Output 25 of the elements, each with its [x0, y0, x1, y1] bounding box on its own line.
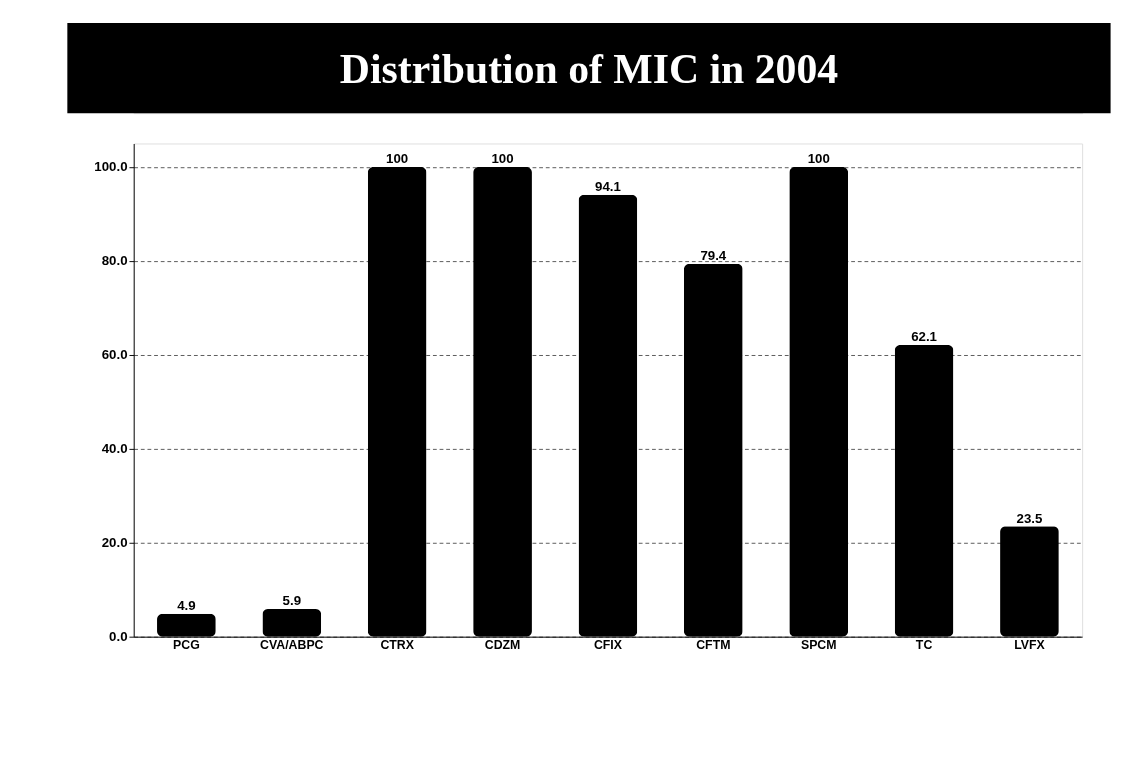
x-tick-label: CFIX: [593, 637, 623, 652]
data-label: 79.4: [700, 247, 727, 263]
x-tick-label: CTRX: [380, 637, 415, 652]
data-label: 100: [386, 151, 409, 167]
x-tick-label: LVFX: [1014, 637, 1046, 652]
data-label: 5.9: [282, 593, 302, 609]
data-label: 4.9: [177, 597, 196, 613]
x-tick-label: TC: [915, 637, 933, 652]
x-tick-label: CDZM: [484, 637, 521, 652]
data-label: 100: [491, 151, 514, 167]
y-tick-label: 100.0: [94, 159, 128, 175]
y-tick-label: 60.0: [101, 347, 128, 363]
x-tick-label: CFTM: [696, 637, 731, 652]
x-tick-label: SPCM: [800, 637, 837, 652]
x-tick-label: PCG: [173, 637, 200, 652]
data-label: 94.1: [595, 178, 622, 194]
data-label: 100: [807, 151, 830, 167]
y-tick-label: 80.0: [101, 253, 128, 269]
y-tick-label: 0.0: [109, 628, 128, 644]
y-tick-label: 20.0: [101, 535, 128, 551]
data-label: 23.5: [1016, 510, 1043, 526]
y-tick-label: 40.0: [101, 441, 128, 457]
data-label: 62.1: [911, 329, 938, 345]
x-tick-label: CVA/ABPC: [260, 637, 324, 652]
chart-title: Distribution of MIC in 2004: [339, 45, 839, 92]
